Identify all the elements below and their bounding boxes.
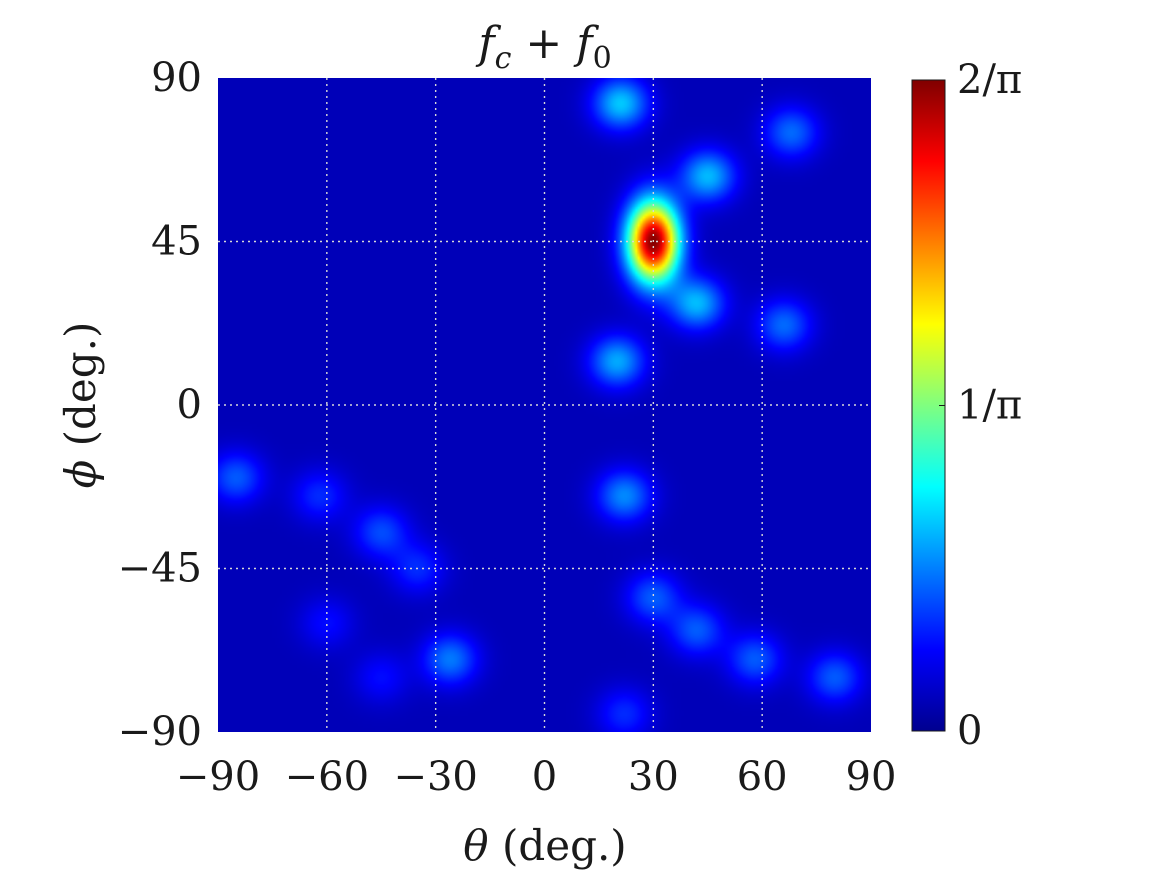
y-tick-label: −90 bbox=[118, 709, 202, 755]
grid bbox=[218, 78, 871, 732]
x-axis-label: θ (deg.) bbox=[463, 821, 626, 870]
y-axis-symbol: ϕ bbox=[56, 460, 105, 489]
y-tick-label: 0 bbox=[177, 382, 202, 428]
x-axis-unit: (deg.) bbox=[489, 821, 627, 870]
y-axis-unit: (deg.) bbox=[56, 322, 105, 460]
y-axis-ticks: 90 45 0 −45 −90 bbox=[118, 55, 202, 755]
x-tick-label: 60 bbox=[737, 754, 788, 800]
y-tick-label: −45 bbox=[118, 546, 202, 592]
x-tick-label: 30 bbox=[628, 754, 679, 800]
title-op: + bbox=[511, 18, 576, 69]
x-tick-label: 0 bbox=[532, 754, 557, 800]
colorbar-tick-label: 0 bbox=[957, 708, 982, 754]
colorbar-tick-label: 2/π bbox=[957, 57, 1022, 103]
x-axis-ticks: −90 −60 −30 0 30 60 90 bbox=[176, 754, 897, 800]
chart-title: fc + f0 bbox=[475, 18, 611, 76]
x-tick-label: −30 bbox=[393, 754, 477, 800]
colorbar-tick-label: 1/π bbox=[957, 383, 1022, 429]
y-tick-label: 90 bbox=[151, 55, 202, 101]
colorbar-ticks: 0 1/π 2/π bbox=[939, 57, 1022, 754]
x-axis-symbol: θ bbox=[463, 821, 488, 870]
title-sub1: c bbox=[495, 41, 512, 76]
y-axis-label: ϕ (deg.) bbox=[56, 322, 105, 489]
y-tick-label: 45 bbox=[151, 219, 202, 265]
x-tick-label: −90 bbox=[176, 754, 260, 800]
x-tick-label: −60 bbox=[285, 754, 369, 800]
x-tick-label: 90 bbox=[846, 754, 897, 800]
title-sub2: 0 bbox=[593, 41, 612, 76]
